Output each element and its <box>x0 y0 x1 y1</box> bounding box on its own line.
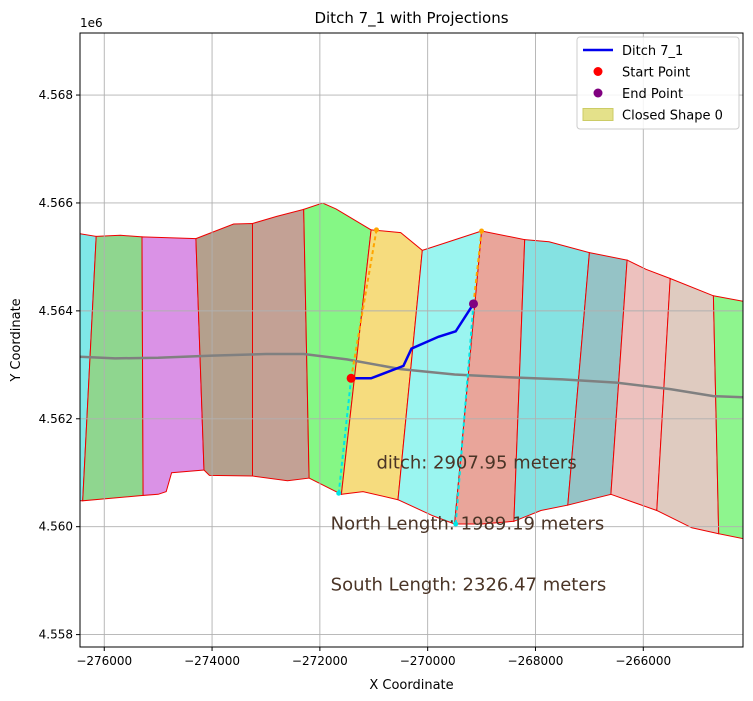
segment-polygon-4 <box>252 208 310 482</box>
segment-polygon-13 <box>712 295 743 540</box>
x-axis-label: X Coordinate <box>369 678 453 693</box>
y-tick-label-5: 4.568 <box>39 88 73 102</box>
plot-frame <box>79 32 744 648</box>
grid-layer <box>80 33 743 647</box>
projection-line-2 <box>472 230 483 304</box>
projection-endpoint-3 <box>453 521 459 527</box>
legend-label-1: Start Point <box>622 66 690 81</box>
projection-endpoint-0 <box>373 227 379 233</box>
ditch-line-0 <box>351 303 475 380</box>
y-tick-label-3: 4.564 <box>39 304 73 318</box>
x-tick-label-5: −266000 <box>615 654 671 668</box>
x-tick-label-3: −270000 <box>400 654 456 668</box>
legend-label-3: Closed Shape 0 <box>622 109 723 124</box>
legend: Ditch 7_1 Start Point End Point Closed Shap… <box>576 36 740 130</box>
segment-polygon-12 <box>656 277 720 535</box>
x-tick-label-0: −276000 <box>76 654 132 668</box>
y-tick-label-0: 4.558 <box>39 628 73 642</box>
x-tick-label-4: −268000 <box>508 654 564 668</box>
segment-polygon-10 <box>567 252 628 506</box>
annotation-2: South Length: 2326.47 meters <box>331 574 607 595</box>
y-tick-label-2: 4.562 <box>39 412 73 426</box>
annotation-1: North Length: 1989.19 meters <box>331 513 605 534</box>
ticks-layer: −276000 −274000 −272000 −270000 −268000 −2660… <box>39 88 672 668</box>
segment-polygon-2 <box>141 236 205 496</box>
chart-title: Ditch 7_1 with Projections <box>314 9 508 28</box>
legend-label-0: Ditch 7_1 <box>622 44 683 59</box>
legend-items: Ditch 7_1 Start Point End Point Closed Shap… <box>582 44 723 124</box>
legend-marker-swatch-1 <box>593 67 603 76</box>
projection-line-3 <box>454 303 475 525</box>
y-tick-label-4: 4.566 <box>39 196 73 210</box>
x-tick-label-2: −272000 <box>292 654 348 668</box>
legend-box <box>576 36 740 130</box>
lines-layer <box>80 227 743 527</box>
y-tick-label-1: 4.560 <box>39 520 73 534</box>
legend-marker-swatch-2 <box>593 88 603 98</box>
y-axis-label: Y Coordinate <box>9 298 24 382</box>
segment-polygon-3 <box>195 222 253 477</box>
projection-line-1 <box>337 378 353 494</box>
end-point-marker <box>468 299 478 309</box>
legend-patch-swatch <box>582 108 614 121</box>
center-line <box>80 352 743 399</box>
annotations-layer: ditch: 2907.95 meters North Length: 1989.… <box>331 452 607 595</box>
projection-endpoint-2 <box>479 228 485 234</box>
start-point-marker <box>346 373 356 383</box>
x-tick-label-1: −274000 <box>184 654 240 668</box>
legend-label-2: End Point <box>622 87 683 102</box>
y-offset-label: 1e6 <box>80 16 103 30</box>
projection-endpoint-1 <box>336 490 342 496</box>
annotation-0: ditch: 2907.95 meters <box>376 452 576 473</box>
